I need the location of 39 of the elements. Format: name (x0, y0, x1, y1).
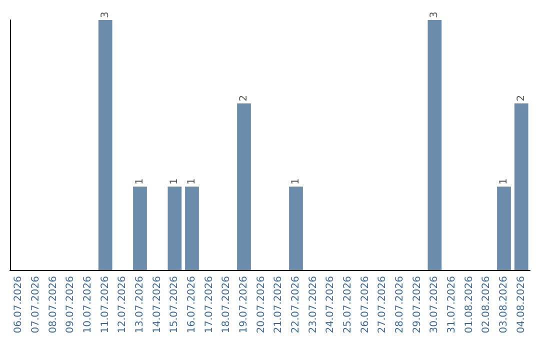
data-label: 3 (100, 12, 111, 18)
x-tick-label: 17.07.2026 (204, 276, 215, 334)
data-label: 1 (498, 178, 510, 185)
x-tick-label: 15.07.2026 (169, 276, 180, 334)
x-tick-label: 23.07.2026 (308, 276, 319, 334)
x-tick-label: 10.07.2026 (82, 276, 94, 334)
x-tick-label: 13.07.2026 (134, 276, 146, 334)
data-label: 1 (134, 178, 146, 185)
x-tick-label: 16.07.2026 (186, 276, 198, 334)
x-tick-label: 25.07.2026 (342, 276, 354, 334)
x-tick-label: 20.07.2026 (256, 276, 267, 334)
x-tick-label: 29.07.2026 (412, 276, 423, 334)
x-tick-label: 30.07.2026 (429, 276, 440, 334)
x-tick-label: 04.08.2026 (516, 276, 527, 334)
x-tick-label: 03.08.2026 (498, 276, 510, 334)
x-tick-label: 14.07.2026 (152, 276, 163, 334)
x-tick-label: 31.07.2026 (446, 276, 458, 334)
data-label: 1 (186, 178, 198, 185)
x-tick-label: 18.07.2026 (221, 276, 232, 334)
x-tick-label: 26.07.2026 (360, 276, 371, 334)
data-label: 3 (429, 12, 440, 18)
data-label: 1 (169, 178, 180, 185)
x-tick-label: 19.07.2026 (238, 276, 250, 334)
x-tick-label: 08.07.2026 (48, 276, 59, 334)
x-tick-label: 02.08.2026 (481, 276, 492, 334)
data-label: 2 (238, 94, 250, 102)
x-tick-label: 21.07.2026 (273, 276, 284, 334)
x-tick-label: 27.07.2026 (377, 276, 388, 334)
x-tick-label: 06.07.2026 (13, 276, 24, 334)
data-label: 2 (516, 94, 527, 102)
x-tick-label: 12.07.2026 (117, 276, 128, 334)
x-tick-label: 28.07.2026 (394, 276, 406, 334)
x-tick-label: 07.07.2026 (30, 276, 42, 334)
x-tick-label: 24.07.2026 (325, 276, 336, 334)
x-tick-label: 22.07.2026 (290, 276, 302, 334)
x-tick-label: 01.08.2026 (464, 276, 475, 334)
data-label: 1 (290, 178, 302, 185)
x-tick-label: 11.07.2026 (100, 276, 111, 334)
x-tick-label: 09.07.2026 (65, 276, 76, 334)
